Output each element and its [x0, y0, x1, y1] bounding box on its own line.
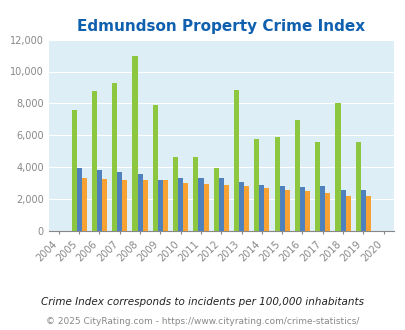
Bar: [314, 142, 320, 231]
Bar: [239, 182, 243, 231]
Bar: [218, 178, 223, 231]
Bar: [299, 187, 304, 231]
Bar: [340, 189, 345, 231]
Bar: [355, 142, 360, 231]
Bar: [132, 55, 137, 231]
Bar: [117, 172, 122, 231]
Bar: [71, 110, 77, 231]
Title: Edmundson Property Crime Index: Edmundson Property Crime Index: [77, 19, 364, 34]
Bar: [178, 178, 183, 231]
Bar: [335, 103, 340, 231]
Bar: [142, 180, 147, 231]
Bar: [97, 170, 102, 231]
Bar: [279, 186, 284, 231]
Bar: [274, 137, 279, 231]
Bar: [77, 168, 81, 231]
Bar: [284, 189, 289, 231]
Bar: [223, 185, 228, 231]
Bar: [122, 180, 127, 231]
Bar: [264, 188, 269, 231]
Bar: [198, 178, 203, 231]
Bar: [137, 174, 142, 231]
Bar: [233, 90, 239, 231]
Bar: [162, 180, 168, 231]
Text: Crime Index corresponds to incidents per 100,000 inhabitants: Crime Index corresponds to incidents per…: [41, 297, 364, 307]
Bar: [203, 184, 208, 231]
Bar: [112, 83, 117, 231]
Bar: [304, 191, 309, 231]
Bar: [81, 178, 87, 231]
Bar: [183, 183, 188, 231]
Bar: [320, 186, 324, 231]
Bar: [102, 179, 107, 231]
Bar: [345, 196, 350, 231]
Bar: [158, 180, 162, 231]
Bar: [254, 139, 259, 231]
Bar: [324, 193, 330, 231]
Bar: [92, 91, 97, 231]
Bar: [259, 185, 264, 231]
Bar: [365, 196, 370, 231]
Bar: [152, 105, 158, 231]
Bar: [360, 189, 365, 231]
Bar: [243, 186, 249, 231]
Bar: [173, 157, 178, 231]
Text: © 2025 CityRating.com - https://www.cityrating.com/crime-statistics/: © 2025 CityRating.com - https://www.city…: [46, 317, 359, 326]
Bar: [294, 120, 299, 231]
Bar: [193, 157, 198, 231]
Bar: [213, 168, 218, 231]
